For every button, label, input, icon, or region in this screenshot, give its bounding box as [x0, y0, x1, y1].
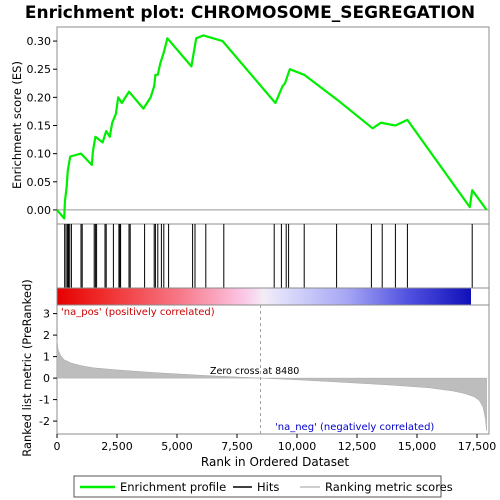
rank-x-tick-label: 7,500 — [221, 440, 253, 453]
rank-y-axis: -2 -1 0 1 2 3 — [39, 308, 57, 428]
rank-x-axis-label: Rank in Ordered Dataset — [201, 455, 349, 469]
es-y-tick-label: 0.30 — [27, 35, 52, 48]
es-y-tick-label: 0.15 — [27, 120, 52, 133]
es-y-axis: 0.00 0.05 0.10 0.15 0.20 0.25 0.30 — [27, 35, 57, 217]
rank-x-tick-label: 10,000 — [278, 440, 317, 453]
hits-panel — [56, 223, 490, 289]
es-y-tick-label: 0.00 — [27, 204, 52, 217]
rank-y-tick-label: -1 — [39, 394, 50, 407]
rank-x-tick-label: 17,500 — [458, 440, 497, 453]
legend: Enrichment profile Hits Ranking metric s… — [73, 475, 453, 498]
rank-color-band — [57, 288, 471, 305]
rank-y-tick-label: 0 — [43, 372, 50, 385]
rank-y-tick-label: 1 — [43, 351, 50, 364]
zero-cross-label: Zero cross at 8480 — [210, 366, 299, 377]
rank-panel-frame — [56, 304, 490, 435]
rank-x-tick-label: 5,000 — [161, 440, 193, 453]
enrichment-profile-line — [56, 34, 488, 220]
legend-entry-hits: Hits — [257, 480, 279, 494]
rank-x-axis: 0 2,500 5,000 7,500 10,000 12,500 15,000 17,500 — [54, 434, 497, 453]
es-y-tick-label: 0.10 — [27, 148, 52, 161]
rank-x-tick-label: 15,000 — [398, 440, 437, 453]
rank-y-tick-label: 3 — [43, 308, 50, 321]
rank-x-tick-label: 0 — [54, 440, 61, 453]
neg-correlated-label: 'na_neg' (negatively correlated) — [275, 422, 434, 433]
rank-y-axis-label: Ranked list metric (PreRanked) — [20, 279, 34, 457]
ranking-metric-area — [56, 339, 487, 431]
es-panel-frame — [56, 26, 490, 225]
rank-x-tick-label: 12,500 — [338, 440, 377, 453]
chart-title: Enrichment plot: CHROMOSOME_SEGREGATION — [25, 3, 475, 23]
legend-entry-enrichment: Enrichment profile — [120, 480, 226, 494]
pos-correlated-label: 'na_pos' (positively correlated) — [61, 307, 215, 318]
es-y-axis-label: Enrichment score (ES) — [10, 61, 24, 189]
rank-x-tick-label: 2,500 — [101, 440, 133, 453]
hit-markers — [64, 224, 473, 288]
es-y-tick-label: 0.20 — [27, 91, 52, 104]
legend-entry-ranking: Ranking metric scores — [325, 480, 453, 494]
es-panel: 0.00 0.05 0.10 0.15 0.20 0.25 0.30 Enrichment … — [10, 26, 490, 225]
rank-panel: -2 -1 0 1 2 3 0 2,500 5,000 7,500 10,000 12,500 15,… — [20, 279, 496, 469]
es-y-tick-label: 0.25 — [27, 63, 52, 76]
es-y-tick-label: 0.05 — [27, 176, 52, 189]
hits-panel-frame — [56, 223, 490, 289]
rank-y-tick-label: -2 — [39, 415, 50, 428]
rank-y-tick-label: 2 — [43, 329, 50, 342]
legend-frame — [73, 475, 442, 498]
